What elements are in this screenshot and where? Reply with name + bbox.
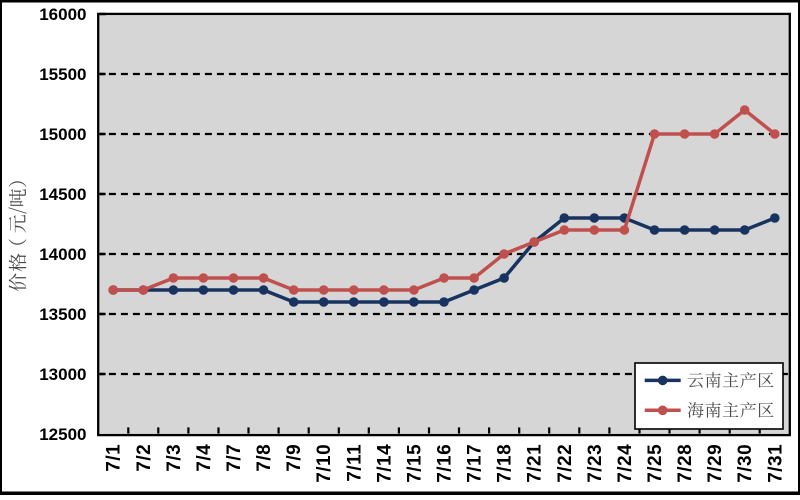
svg-text:7/11: 7/11 [344,444,365,482]
svg-text:7/29: 7/29 [705,444,726,483]
svg-text:7/31: 7/31 [765,444,786,483]
svg-text:7/30: 7/30 [735,444,756,483]
svg-text:7/25: 7/25 [645,444,666,483]
svg-text:13000: 13000 [39,365,86,384]
svg-text:7/3: 7/3 [164,444,185,472]
svg-text:7/18: 7/18 [495,444,516,483]
svg-text:13500: 13500 [39,305,86,324]
svg-text:7/7: 7/7 [224,444,245,472]
svg-text:7/21: 7/21 [525,444,546,483]
svg-text:7/28: 7/28 [675,444,696,483]
svg-text:7/8: 7/8 [254,444,275,472]
svg-text:14500: 14500 [39,185,86,204]
svg-text:15500: 15500 [39,65,86,84]
svg-text:7/16: 7/16 [435,444,456,483]
svg-text:7/14: 7/14 [374,444,395,483]
svg-text:7/4: 7/4 [194,444,215,472]
svg-text:14000: 14000 [39,245,86,264]
svg-text:7/23: 7/23 [585,444,606,483]
svg-text:16000: 16000 [39,5,86,24]
svg-text:7/1: 7/1 [104,444,125,472]
svg-text:7/2: 7/2 [134,444,155,472]
svg-text:7/24: 7/24 [615,444,636,483]
svg-text:15000: 15000 [39,125,86,144]
svg-text:7/22: 7/22 [555,444,576,483]
svg-text:12500: 12500 [39,425,86,444]
svg-text:7/10: 7/10 [314,444,335,483]
svg-text:7/15: 7/15 [404,444,425,483]
svg-text:7/9: 7/9 [284,444,305,472]
svg-text:7/17: 7/17 [465,444,486,483]
